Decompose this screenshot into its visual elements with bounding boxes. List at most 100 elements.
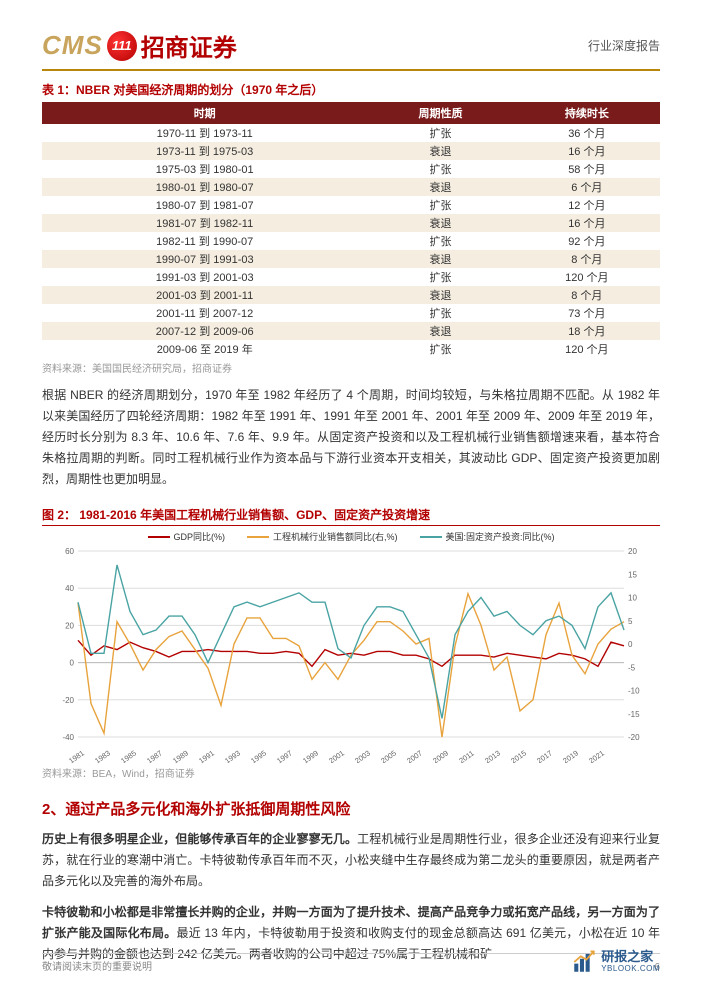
table-cell: 1970-11 到 1973-11 <box>42 124 367 142</box>
table-cell: 衰退 <box>367 214 513 232</box>
chart-legend: GDP同比(%) 工程机械行业销售额同比(右,%) 美国:固定资产投资:同比(%) <box>42 530 660 543</box>
figure-source: 资料来源：BEA，Wind，招商证券 <box>42 765 660 780</box>
svg-text:2009: 2009 <box>431 748 450 763</box>
table-row: 1975-03 到 1980-01扩张58 个月 <box>42 160 660 178</box>
footer-note: 敬请阅读末页的重要说明 <box>42 958 152 973</box>
table-cell: 1981-07 到 1982-11 <box>42 214 367 232</box>
svg-text:1981: 1981 <box>67 748 86 763</box>
svg-text:2005: 2005 <box>379 748 398 763</box>
table-cell: 扩张 <box>367 232 513 250</box>
svg-text:1997: 1997 <box>275 748 294 763</box>
table-cell: 92 个月 <box>514 232 660 250</box>
cycle-table: 时期周期性质持续时长 1970-11 到 1973-11扩张36 个月1973-… <box>42 102 660 358</box>
table-cell: 衰退 <box>367 250 513 268</box>
section-2-title: 2、通过产品多元化和海外扩张抵御周期性风险 <box>42 798 660 819</box>
svg-text:0: 0 <box>70 659 75 668</box>
svg-text:-5: -5 <box>628 663 636 672</box>
svg-text:-10: -10 <box>628 687 640 696</box>
table-cell: 扩张 <box>367 340 513 358</box>
watermark-icon <box>571 949 597 975</box>
legend-label: 工程机械行业销售额同比(右,%) <box>273 530 398 543</box>
table-cell: 衰退 <box>367 178 513 196</box>
table-cell: 扩张 <box>367 268 513 286</box>
paragraph-1: 根据 NBER 的经济周期划分，1970 年至 1982 年经历了 4 个周期，… <box>42 385 660 490</box>
logo-circle-icon: 111 <box>107 31 137 61</box>
table-cell: 2001-11 到 2007-12 <box>42 304 367 322</box>
table-cell: 衰退 <box>367 322 513 340</box>
svg-text:1993: 1993 <box>223 748 242 763</box>
watermark: 研报之家 YBLOOK.COM <box>571 949 660 975</box>
svg-text:1989: 1989 <box>171 748 190 763</box>
table-row: 1980-07 到 1981-07扩张12 个月 <box>42 196 660 214</box>
table-title: 表 1：NBER 对美国经济周期的划分（1970 年之后） <box>42 81 660 98</box>
table-cell: 1980-07 到 1981-07 <box>42 196 367 214</box>
table-row: 1991-03 到 2001-03扩张120 个月 <box>42 268 660 286</box>
legend-label: GDP同比(%) <box>174 530 226 543</box>
table-cell: 120 个月 <box>514 340 660 358</box>
svg-text:1991: 1991 <box>197 748 216 763</box>
brand-en: CMS <box>42 30 103 61</box>
table-cell: 2007-12 到 2009-06 <box>42 322 367 340</box>
svg-text:2011: 2011 <box>457 749 475 763</box>
table-row: 1990-07 到 1991-03衰退8 个月 <box>42 250 660 268</box>
page-header: CMS 111 招商证券 行业深度报告 <box>42 28 660 71</box>
svg-text:1987: 1987 <box>145 748 164 763</box>
svg-text:2001: 2001 <box>327 748 346 763</box>
table-cell: 1990-07 到 1991-03 <box>42 250 367 268</box>
svg-text:10: 10 <box>628 594 637 603</box>
table-cell: 1982-11 到 1990-07 <box>42 232 367 250</box>
table-row: 1982-11 到 1990-07扩张92 个月 <box>42 232 660 250</box>
table-cell: 扩张 <box>367 160 513 178</box>
table-cell: 1975-03 到 1980-01 <box>42 160 367 178</box>
svg-text:20: 20 <box>65 621 74 630</box>
watermark-cn: 研报之家 <box>601 950 660 964</box>
page-footer: 敬请阅读末页的重要说明 6 <box>42 953 660 973</box>
svg-text:5: 5 <box>628 617 633 626</box>
legend-label: 美国:固定资产投资:同比(%) <box>446 530 555 543</box>
table-cell: 扩张 <box>367 124 513 142</box>
table-cell: 73 个月 <box>514 304 660 322</box>
svg-text:15: 15 <box>628 570 637 579</box>
svg-text:20: 20 <box>628 547 637 556</box>
legend-item: 美国:固定资产投资:同比(%) <box>420 530 555 543</box>
table-cell: 8 个月 <box>514 250 660 268</box>
svg-text:0: 0 <box>628 640 633 649</box>
table-cell: 8 个月 <box>514 286 660 304</box>
svg-text:40: 40 <box>65 584 74 593</box>
table-header-cell: 持续时长 <box>514 102 660 124</box>
table-cell: 58 个月 <box>514 160 660 178</box>
svg-text:-20: -20 <box>62 696 74 705</box>
table-cell: 扩张 <box>367 304 513 322</box>
table-cell: 36 个月 <box>514 124 660 142</box>
logo-area: CMS 111 招商证券 <box>42 28 237 63</box>
table-cell: 1980-01 到 1980-07 <box>42 178 367 196</box>
table-header-cell: 时期 <box>42 102 367 124</box>
legend-swatch <box>247 536 269 538</box>
line-chart: -40-200204060-20-15-10-50510152019811983… <box>42 543 660 763</box>
table-row: 1973-11 到 1975-03衰退16 个月 <box>42 142 660 160</box>
legend-item: 工程机械行业销售额同比(右,%) <box>247 530 398 543</box>
table-row: 2001-03 到 2001-11衰退8 个月 <box>42 286 660 304</box>
table-cell: 2009-06 至 2019 年 <box>42 340 367 358</box>
svg-text:2019: 2019 <box>561 748 580 763</box>
svg-text:2017: 2017 <box>535 748 554 763</box>
table-row: 1981-07 到 1982-11衰退16 个月 <box>42 214 660 232</box>
figure-title: 图 2： 1981-2016 年美国工程机械行业销售额、GDP、固定资产投资增速 <box>42 506 660 526</box>
table-cell: 16 个月 <box>514 142 660 160</box>
legend-swatch <box>420 536 442 538</box>
legend-swatch <box>148 536 170 538</box>
table-cell: 衰退 <box>367 142 513 160</box>
paragraph-2: 历史上有很多明星企业，但能够传承百年的企业寥寥无几。工程机械行业是周期性行业，很… <box>42 829 660 892</box>
svg-text:-20: -20 <box>628 733 640 742</box>
paragraph-2-bold: 历史上有很多明星企业，但能够传承百年的企业寥寥无几。 <box>42 832 357 846</box>
table-cell: 16 个月 <box>514 214 660 232</box>
svg-text:-40: -40 <box>62 733 74 742</box>
svg-text:2021: 2021 <box>587 748 606 763</box>
table-cell: 1973-11 到 1975-03 <box>42 142 367 160</box>
svg-text:-15: -15 <box>628 710 640 719</box>
svg-text:60: 60 <box>65 547 74 556</box>
header-category: 行业深度报告 <box>588 37 660 54</box>
table-header-cell: 周期性质 <box>367 102 513 124</box>
table-row: 2001-11 到 2007-12扩张73 个月 <box>42 304 660 322</box>
svg-text:1985: 1985 <box>119 748 138 763</box>
